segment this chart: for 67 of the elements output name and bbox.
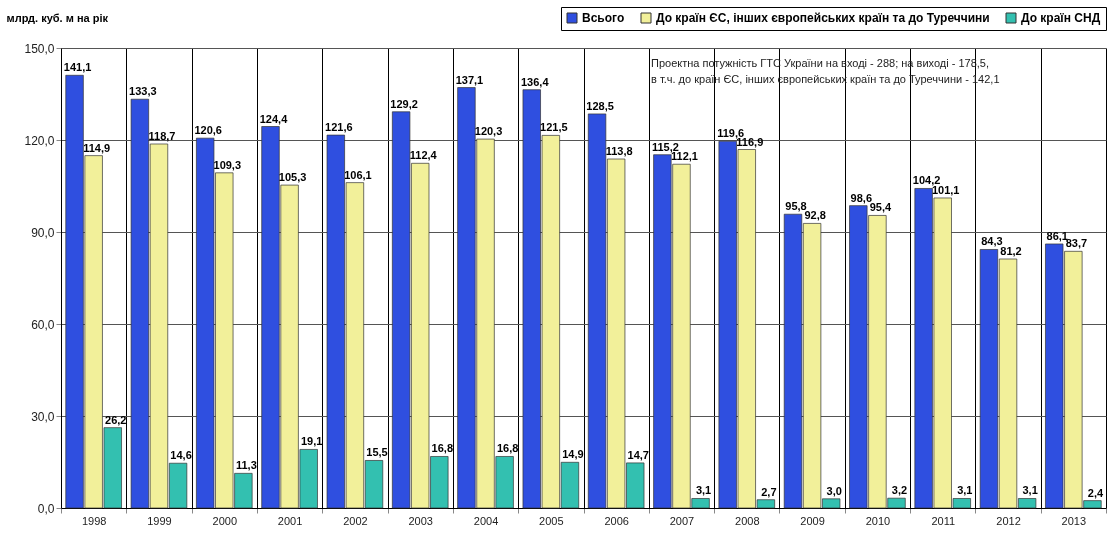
data-label: 95,8: [785, 200, 807, 213]
x-tick-label: 2013: [1061, 514, 1087, 527]
data-label: 95,4: [869, 201, 892, 214]
data-label: 81,2: [1000, 244, 1022, 257]
y-tick-label: 120,0: [24, 133, 55, 148]
x-tick-label: 2002: [343, 514, 368, 527]
x-tick-label: 2012: [996, 514, 1021, 527]
x-tick-label: 1999: [147, 514, 172, 527]
data-label: 84,3: [981, 235, 1003, 248]
data-label: 118,7: [148, 129, 176, 142]
data-label: 15,5: [366, 446, 388, 459]
data-label: 105,3: [278, 171, 307, 184]
x-tick-label: 2005: [539, 514, 564, 527]
data-label: 92,8: [804, 209, 826, 222]
data-label: 120,3: [474, 125, 503, 138]
y-tick-label: 30,0: [31, 409, 55, 424]
x-tick-label: 2009: [800, 514, 825, 527]
data-label: 2,7: [761, 485, 777, 498]
x-tick-label: 2006: [604, 514, 629, 527]
data-label: 114,9: [83, 141, 111, 154]
y-tick-label: 150,0: [24, 41, 55, 56]
data-label: 16,8: [431, 442, 454, 455]
data-label: 3,1: [957, 484, 973, 497]
x-tick-label: 2010: [865, 514, 891, 527]
data-label: 124,4: [259, 112, 289, 125]
data-label: 121,6: [325, 121, 353, 134]
data-label: 3,2: [891, 484, 908, 497]
legend-label: Всього: [582, 11, 625, 25]
data-label: 14,7: [627, 448, 649, 461]
data-label: 106,1: [344, 168, 372, 181]
data-label: 3,0: [826, 484, 842, 497]
data-label: 26,2: [105, 413, 127, 426]
data-label: 133,3: [129, 85, 157, 98]
data-label: 3,1: [1022, 484, 1038, 497]
data-label: 98,6: [850, 191, 873, 204]
data-label: 16,8: [496, 442, 519, 455]
data-label: 2,4: [1087, 486, 1104, 499]
data-label: 141,1: [63, 61, 92, 74]
legend-label: До країн ЄС, інших європейських країн та до Туреччини: [656, 11, 990, 25]
y-tick-label: 60,0: [31, 317, 55, 332]
data-label: 19,1: [300, 435, 323, 448]
x-tick-label: 2007: [669, 514, 695, 527]
data-label: 137,1: [455, 73, 484, 86]
x-tick-label: 2000: [212, 514, 238, 527]
data-label: 109,3: [213, 158, 242, 171]
data-label: 86,1: [1046, 229, 1068, 242]
data-label: 112,4: [409, 149, 438, 162]
x-tick-label: 1998: [81, 514, 107, 527]
x-tick-label: 2003: [408, 514, 433, 527]
legend-label: До країн СНД: [1021, 11, 1101, 25]
data-label: 129,2: [390, 97, 418, 110]
data-label: 14,9: [562, 448, 584, 461]
data-label: 113,8: [605, 145, 633, 158]
x-tick-label: 2001: [277, 514, 303, 527]
data-label: 115,2: [651, 140, 679, 153]
data-label: 136,4: [520, 75, 550, 88]
y-axis-title: млрд. куб. м на рік: [6, 11, 109, 24]
data-label: 128,5: [586, 99, 614, 112]
y-tick-label: 90,0: [31, 225, 55, 240]
x-tick-label: 2011: [931, 514, 956, 527]
y-tick-label: 0,0: [37, 501, 55, 516]
data-label: 14,6: [170, 449, 192, 462]
data-label: 11,3: [235, 459, 257, 472]
data-label: 3,1: [695, 484, 712, 497]
x-tick-label: 2008: [735, 514, 760, 527]
x-tick-label: 2004: [473, 514, 499, 527]
data-label: 120,6: [194, 124, 222, 137]
